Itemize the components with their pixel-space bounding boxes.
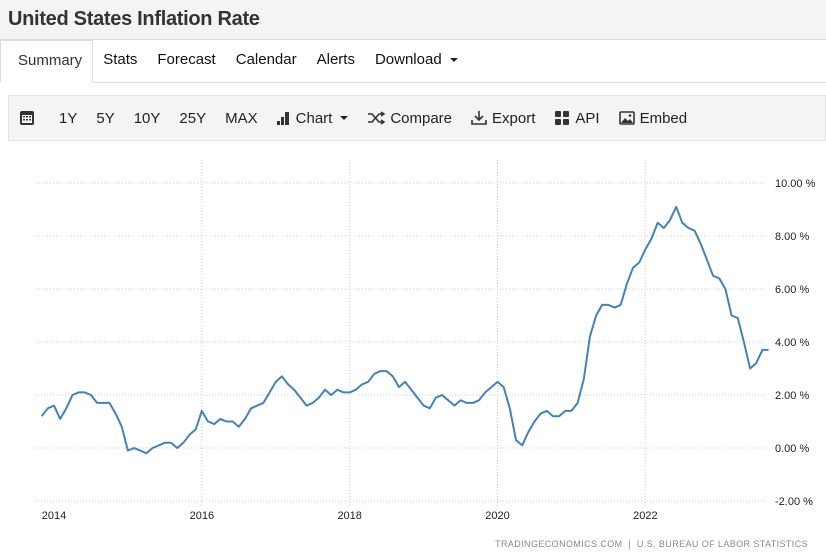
tab-calendar[interactable]: Calendar xyxy=(235,51,297,68)
tab-forecast[interactable]: Forecast xyxy=(157,51,216,68)
caret-down-icon xyxy=(340,116,349,120)
inflation-line-chart: 10.00 % 8.00 % 6.00 % 4.00 % 2.00 % 0.00 % -2.… xyxy=(35,160,816,522)
range-25y-button[interactable]: 25Y xyxy=(179,109,207,127)
embed-label: Embed xyxy=(639,109,688,127)
export-button[interactable]: Export xyxy=(471,110,535,127)
chart-type-label: Chart xyxy=(295,109,333,127)
x-tick-label: 2014 xyxy=(42,510,66,522)
y-tick-label: 0.00 % xyxy=(775,443,809,455)
shuffle-icon xyxy=(368,111,386,125)
api-label: API xyxy=(575,109,600,127)
tab-alerts[interactable]: Alerts xyxy=(316,51,355,68)
range-max-button[interactable]: MAX xyxy=(225,109,258,127)
image-icon xyxy=(618,111,635,125)
x-tick-label: 2018 xyxy=(337,510,361,522)
x-tick-label: 2020 xyxy=(485,510,509,522)
range-10y-button[interactable]: 10Y xyxy=(133,109,161,127)
y-tick-label: -2.00 % xyxy=(775,496,813,508)
y-tick-label: 4.00 % xyxy=(775,337,809,349)
api-button[interactable]: API xyxy=(554,109,600,127)
embed-button[interactable]: Embed xyxy=(618,109,688,127)
y-tick-label: 2.00 % xyxy=(775,390,809,402)
bar-chart-icon xyxy=(276,112,289,125)
caret-down-icon xyxy=(449,58,458,63)
range-5y-button[interactable]: 5Y xyxy=(96,109,115,127)
calendar-icon[interactable] xyxy=(19,110,40,126)
compare-button[interactable]: Compare xyxy=(367,110,452,127)
y-tick-label: 10.00 % xyxy=(775,178,816,190)
export-label: Export xyxy=(492,109,536,127)
y-tick-label: 6.00 % xyxy=(775,284,809,296)
download-icon xyxy=(471,111,487,125)
grid-icon xyxy=(555,111,570,125)
source-credit: TRADINGECONOMICS.COM | U.S. BUREAU OF LA… xyxy=(495,539,808,549)
compare-label: Compare xyxy=(390,109,453,127)
chart-toolbar: 1Y 5Y 10Y 25Y MAX Chart Compare Export A… xyxy=(8,95,826,141)
inflation-series-line xyxy=(40,205,769,455)
download-label: Download xyxy=(374,51,442,68)
page-title: United States Inflation Rate xyxy=(0,0,826,40)
chart-type-button[interactable]: Chart xyxy=(276,109,349,127)
x-tick-label: 2016 xyxy=(190,510,214,522)
x-tick-label: 2022 xyxy=(633,510,657,522)
y-tick-label: 8.00 % xyxy=(775,231,809,243)
tab-download[interactable]: Download xyxy=(365,40,468,82)
range-1y-button[interactable]: 1Y xyxy=(59,109,78,127)
tab-stats[interactable]: Stats xyxy=(103,51,138,68)
tab-summary[interactable]: Summary xyxy=(0,40,94,83)
tab-bar: Summary Stats Forecast Calendar Alerts D… xyxy=(0,40,826,83)
